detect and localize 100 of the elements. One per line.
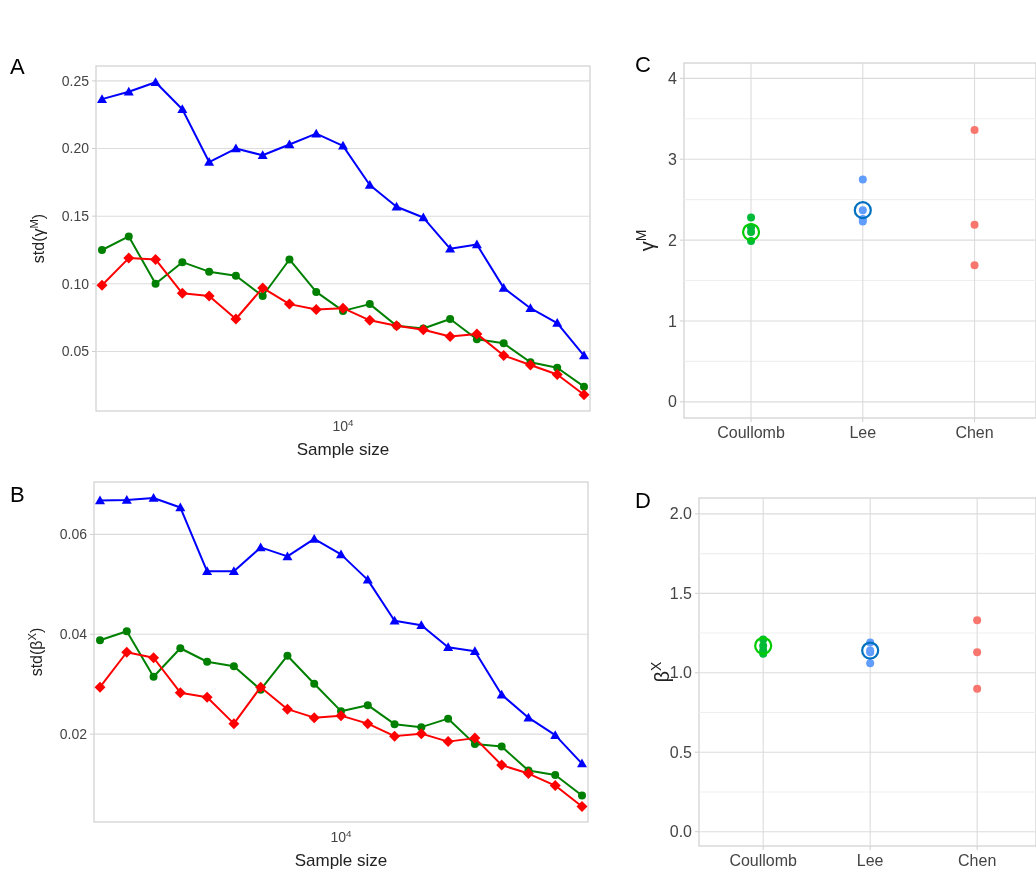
point — [310, 679, 319, 688]
point — [178, 258, 187, 267]
point — [202, 566, 213, 576]
point — [205, 267, 214, 276]
point — [175, 502, 186, 512]
point — [281, 703, 293, 715]
point — [390, 720, 399, 729]
point — [204, 157, 215, 166]
chart-title: A — [10, 54, 25, 79]
point — [97, 94, 107, 103]
point — [364, 314, 376, 326]
x-axis-title: Sample size — [294, 851, 388, 870]
point — [174, 687, 186, 699]
point — [311, 128, 322, 138]
point — [176, 644, 185, 653]
point — [525, 303, 536, 312]
y-tick-label: 3 — [668, 150, 678, 168]
point — [150, 77, 161, 86]
point — [310, 304, 322, 316]
point — [121, 494, 132, 504]
point — [442, 736, 454, 748]
chart-title: C — [635, 52, 651, 77]
x-tick-label: Lee — [856, 852, 884, 869]
y-tick-label: 1 — [668, 312, 678, 330]
point — [362, 718, 374, 730]
point — [255, 681, 267, 693]
x-tick-label: Coullomb — [717, 424, 785, 441]
point — [309, 533, 320, 543]
point — [176, 287, 188, 299]
chart-title: D — [635, 488, 651, 513]
x-tick-label: Coullomb — [729, 852, 798, 869]
point — [338, 140, 348, 150]
y-tick-label: 0.02 — [59, 726, 88, 743]
point — [550, 730, 561, 739]
point — [498, 282, 509, 292]
point — [551, 368, 563, 380]
point — [471, 239, 482, 249]
point — [578, 389, 590, 401]
y-tick-label: 0.0 — [669, 823, 693, 841]
point — [308, 712, 320, 724]
point — [443, 642, 454, 652]
point — [231, 271, 240, 280]
chart-title: B — [10, 482, 25, 507]
point — [201, 691, 213, 703]
point — [123, 252, 135, 264]
point — [228, 718, 240, 730]
point — [578, 791, 586, 800]
point — [149, 672, 158, 681]
point — [389, 615, 400, 625]
text: 10$^{4}$ — [332, 416, 355, 434]
point — [580, 382, 588, 391]
point — [445, 243, 456, 253]
point — [96, 279, 108, 291]
point — [365, 300, 374, 309]
point — [312, 287, 321, 296]
y-tick-label: 1.5 — [669, 584, 693, 602]
point — [121, 646, 133, 658]
point — [94, 681, 106, 693]
point — [151, 279, 160, 288]
point — [150, 253, 162, 265]
point — [524, 359, 536, 371]
point — [389, 730, 401, 742]
point — [282, 551, 293, 561]
y-tick-label: 0.25 — [61, 72, 90, 89]
point — [496, 759, 508, 771]
y-tick-label: 0.04 — [59, 626, 88, 643]
point — [123, 86, 134, 96]
point — [257, 282, 269, 294]
point — [96, 636, 104, 645]
point — [363, 701, 372, 710]
point — [497, 742, 506, 751]
point — [416, 620, 427, 630]
point — [257, 150, 268, 160]
point — [95, 495, 105, 505]
point — [499, 339, 508, 348]
y-tick-label: 0.05 — [61, 343, 90, 360]
point — [444, 714, 453, 723]
x-axis-title: Sample size — [296, 440, 390, 459]
y-tick-label: 0.06 — [59, 526, 88, 543]
point — [283, 298, 295, 310]
point — [203, 290, 215, 302]
point — [471, 328, 483, 340]
point — [362, 574, 373, 584]
point — [576, 801, 588, 813]
point — [522, 768, 534, 780]
text: 10$^{4}$ — [330, 827, 353, 845]
point — [444, 331, 456, 343]
point — [551, 771, 560, 780]
point — [177, 104, 188, 114]
point — [577, 758, 587, 768]
y-tick-label: 4 — [668, 69, 678, 87]
point — [549, 780, 561, 792]
point — [446, 315, 455, 323]
point — [124, 232, 133, 241]
point — [337, 302, 349, 314]
point — [335, 710, 347, 722]
point — [469, 646, 480, 655]
point — [148, 652, 160, 664]
point — [418, 212, 429, 222]
y-tick-label: 0.10 — [61, 275, 90, 292]
